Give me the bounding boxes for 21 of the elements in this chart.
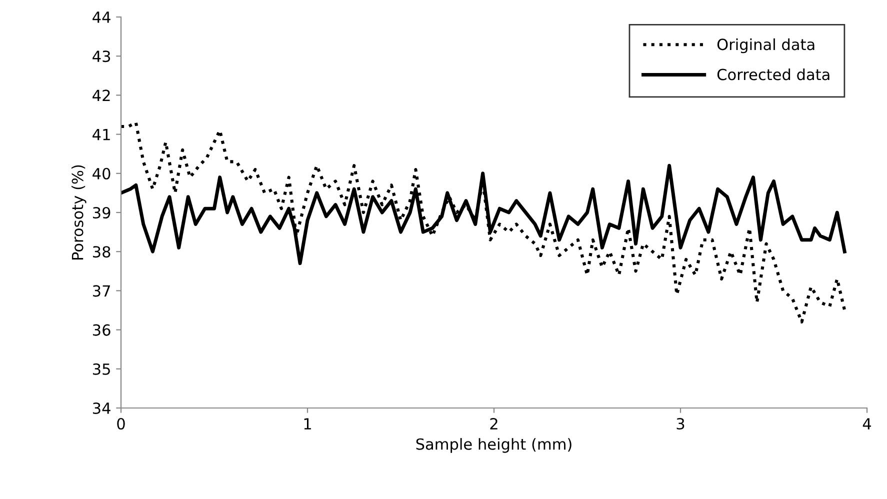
y-tick-label: 38: [93, 246, 110, 258]
y-tick-label: 40: [92, 168, 110, 180]
x-tick-label: 4: [862, 418, 872, 430]
y-tick-label: 43: [92, 50, 110, 62]
y-tick-label: 42: [92, 90, 110, 102]
y-tick-label: 37: [93, 285, 110, 297]
line-series: [121, 121, 846, 324]
y-tick-label: 36: [93, 324, 110, 336]
y-tick-label: 44: [92, 12, 110, 23]
x-axis-title: Sample height (mm): [416, 438, 572, 453]
x-tick-label: 3: [676, 418, 684, 430]
y-tick-label: 39: [93, 206, 110, 219]
x-tick-label: 1: [304, 418, 311, 430]
y-tick-label: 41: [92, 128, 110, 140]
y-axis-title: Porosoty (%): [72, 165, 86, 260]
y-tick-label: 35: [93, 363, 110, 375]
x-tick-label: 2: [490, 418, 498, 430]
y-tick-label: 34: [93, 402, 110, 414]
legend-label: Corrected data: [717, 68, 830, 80]
legend-label: Original data: [717, 38, 814, 54]
x-tick-label: 0: [117, 418, 125, 430]
